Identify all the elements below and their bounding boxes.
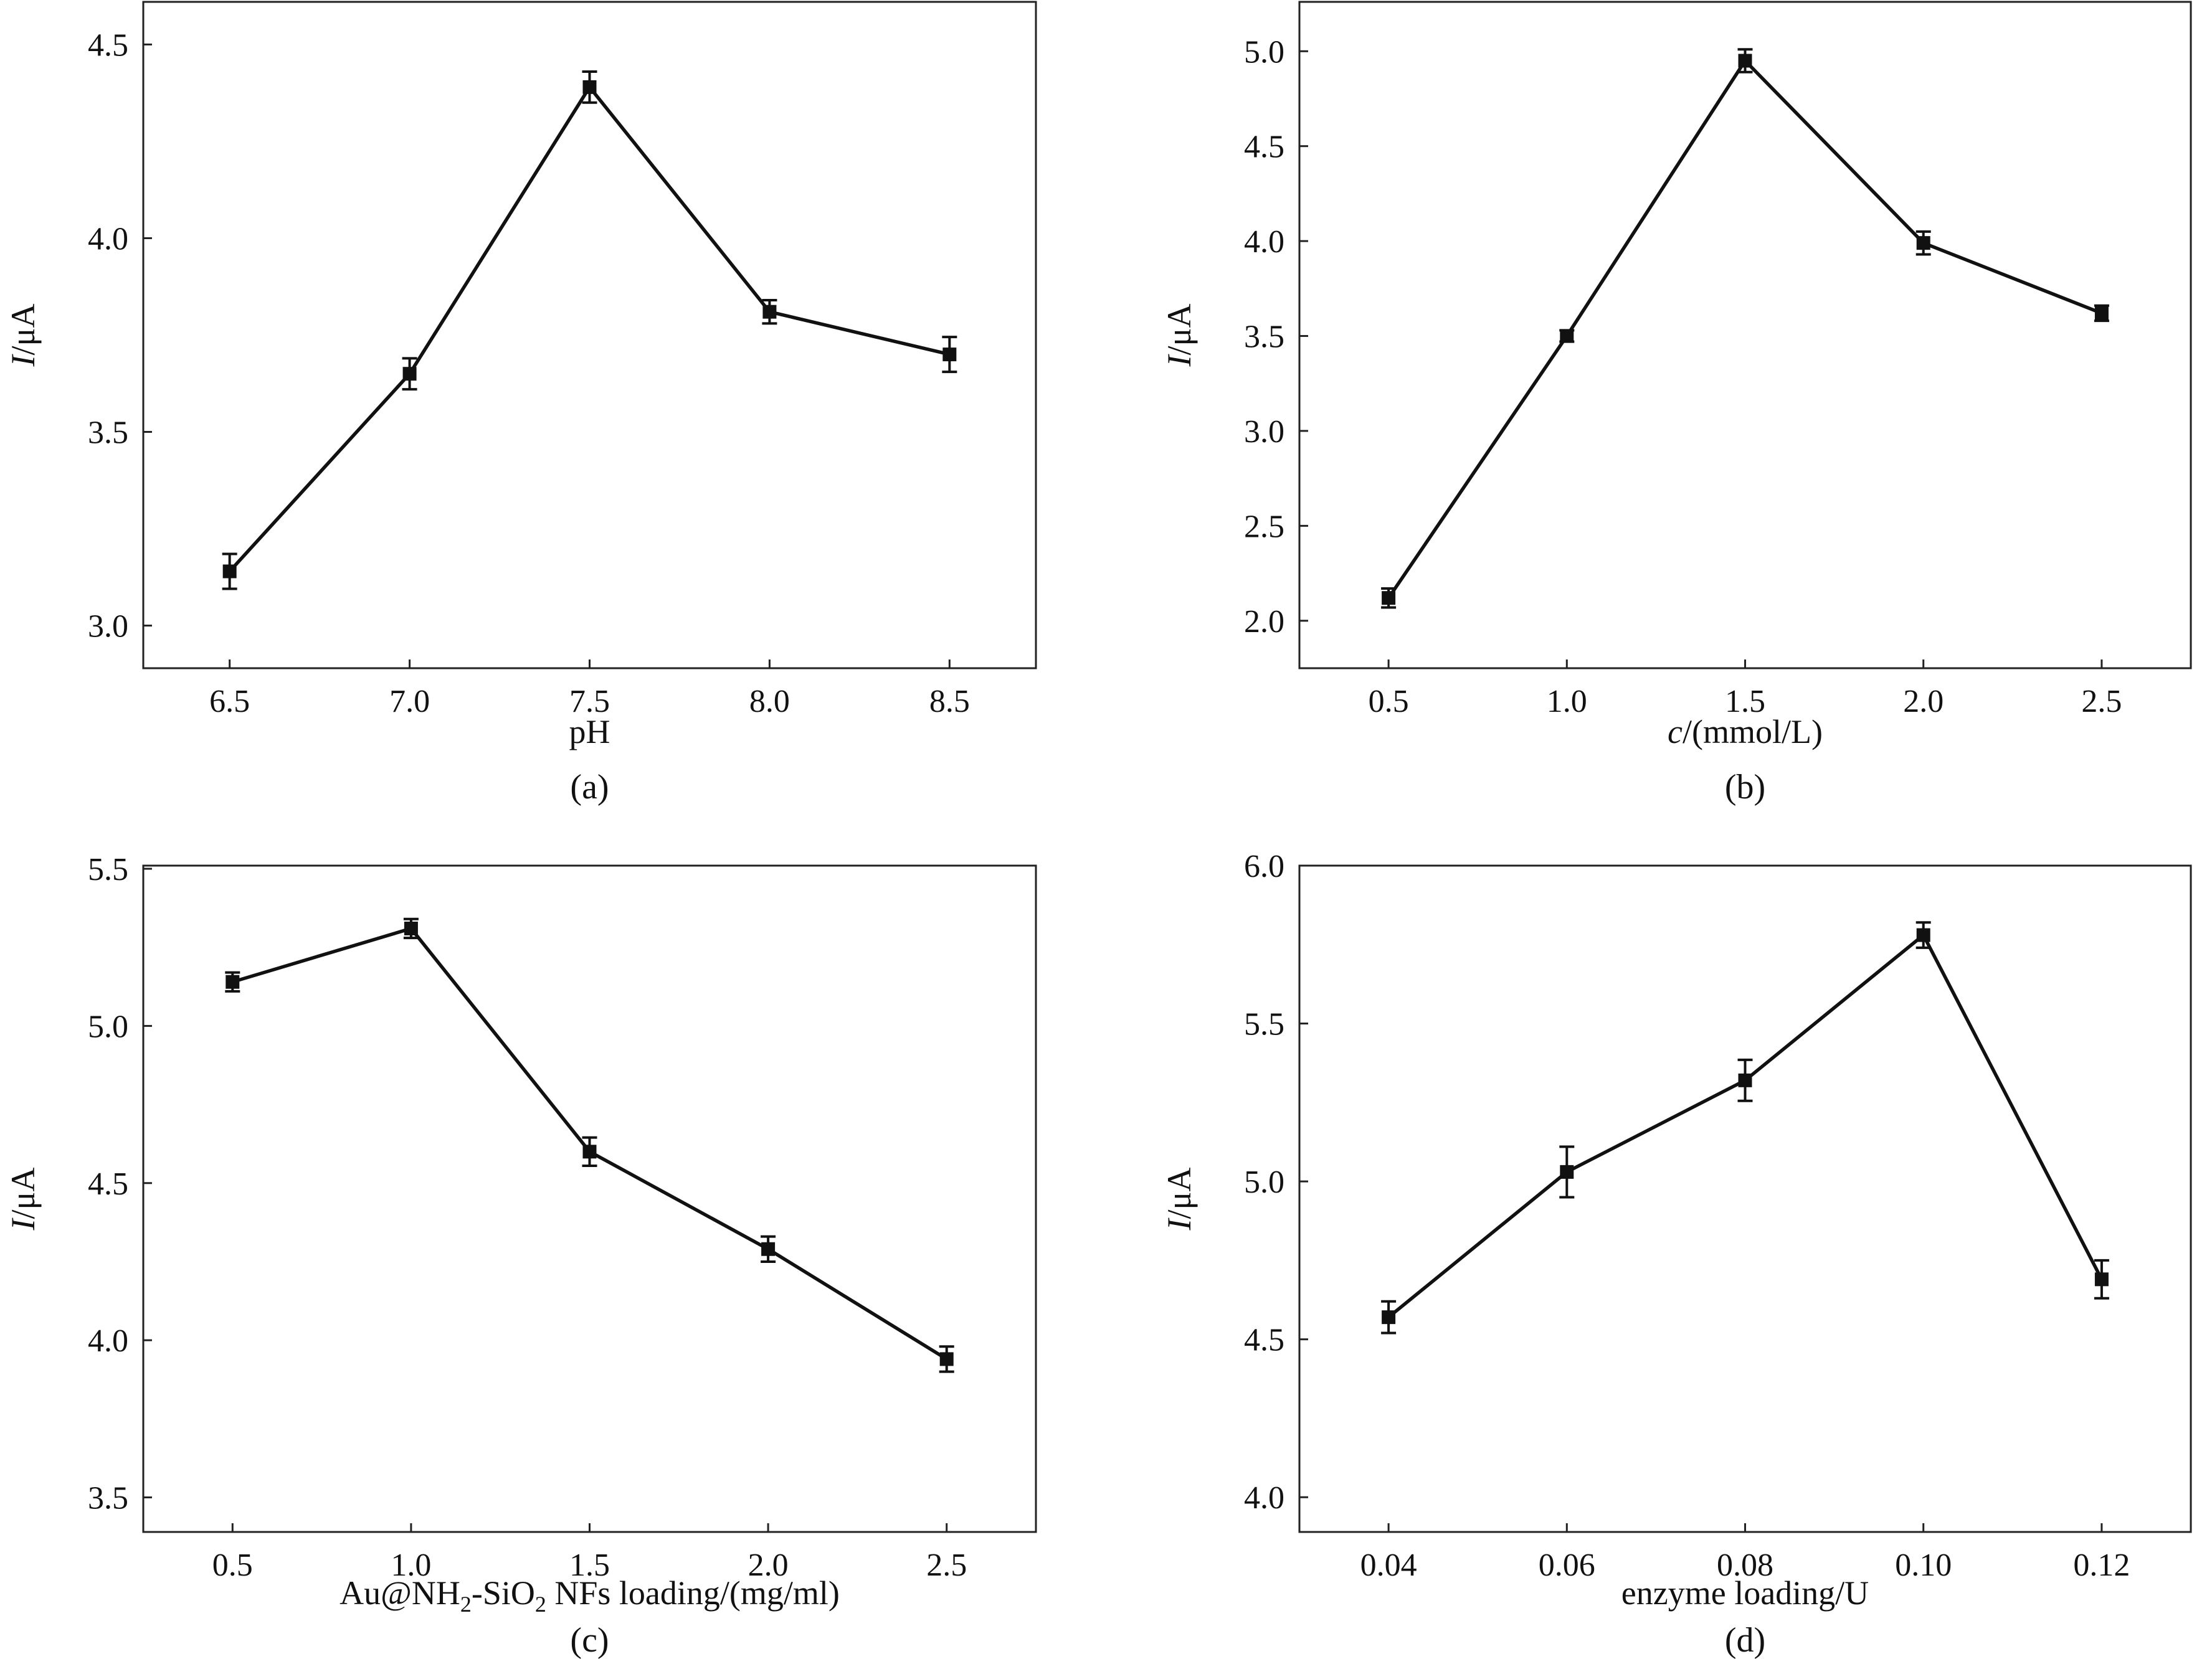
x-axis-label: Au@NH2-SiO2 NFs loading/(mg/ml) (339, 1574, 840, 1617)
y-tick-label: 5.5 (88, 852, 128, 887)
data-point (762, 305, 777, 319)
data-point (761, 1242, 776, 1256)
x-axis-label-symbol: c (1668, 713, 1683, 750)
x-tick-label: 0.5 (212, 1548, 253, 1583)
x-axis-label: c/(mmol/L) (1668, 713, 1823, 750)
x-tick-label: 8.5 (929, 684, 970, 719)
y-tick-label: 3.0 (88, 609, 128, 645)
data-point (1916, 928, 1930, 942)
y-axis-label-symbol: I (1161, 1217, 1198, 1231)
chart-panel-d: 0.04 0.06 0.08 0.10 0.12 4.0 4.5 5.0 5.5 6.0 I/μA e… (1161, 849, 2192, 1659)
y-tick-label: 3.0 (1244, 414, 1284, 450)
x-axis-label-unit: /(mmol/L) (1683, 713, 1823, 750)
x-tick-label: 0.08 (1717, 1548, 1773, 1583)
y-axis-label-symbol: I (1161, 353, 1198, 367)
x-tick-label: 1.0 (1547, 684, 1587, 719)
panel-caption: (b) (1725, 768, 1765, 806)
chart-panel-b: 0.5 1.0 1.5 2.0 2.5 2.0 2.5 3.0 3.5 4.0 4.5 5.0 I/μA… (1161, 1, 2192, 806)
y-tick-label: 5.5 (1244, 1007, 1284, 1042)
plot-frame (1298, 1, 2192, 669)
panel-caption: (d) (1725, 1621, 1765, 1659)
data-point (402, 367, 417, 381)
y-axis-label: I/μA (1161, 304, 1198, 367)
x-tick-label: 1.5 (569, 1548, 610, 1583)
data-point (939, 1352, 954, 1366)
x-tick-label: 0.06 (1539, 1548, 1595, 1583)
x-axis-label: enzyme loading/U (1621, 1574, 1869, 1612)
data-point (582, 1145, 597, 1159)
series-line (1387, 58, 2102, 599)
x-tick-label: 0.04 (1360, 1548, 1417, 1583)
y-axis-label-unit: /μA (4, 1168, 42, 1219)
data-point (2094, 306, 2109, 320)
data-point (1560, 329, 1574, 343)
x-axis-label-part: -SiO (472, 1574, 535, 1612)
y-tick-label: 4.0 (1244, 224, 1284, 260)
x-axis-label-subscript: 2 (460, 1592, 472, 1617)
y-axis-label-symbol: I (4, 353, 42, 367)
x-tick-label: 6.5 (209, 684, 250, 719)
plot-frame (142, 864, 1037, 1533)
y-tick-label: 2.0 (1244, 604, 1284, 640)
data-point (2094, 1272, 2109, 1287)
x-tick-label: 2.5 (926, 1548, 967, 1583)
y-tick-label: 3.5 (88, 415, 128, 451)
x-tick-label: 0.10 (1895, 1548, 1952, 1583)
x-axis-label-part: Au@NH (339, 1574, 460, 1612)
data-point (222, 564, 237, 579)
data-point (404, 921, 418, 935)
y-axis-label: I/μA (4, 304, 42, 367)
y-tick-label: 4.5 (88, 1166, 128, 1202)
y-tick-label: 2.5 (1244, 509, 1284, 544)
y-axis-label-symbol: I (4, 1217, 42, 1231)
series-line (228, 84, 950, 573)
y-tick-label: 4.0 (1244, 1480, 1284, 1516)
y-axis-label-unit: /μA (4, 304, 42, 356)
x-axis-label-part: NFs loading/(mg/ml) (546, 1574, 840, 1612)
x-tick-label: 0.5 (1369, 684, 1409, 719)
data-point (225, 975, 240, 989)
x-tick-label: 0.12 (2073, 1548, 2130, 1583)
x-tick-label: 1.0 (391, 1548, 431, 1583)
x-tick-label: 7.0 (389, 684, 430, 719)
y-tick-label: 4.5 (1244, 130, 1284, 165)
x-axis-label: pH (569, 713, 610, 750)
series-line (1387, 932, 2104, 1319)
x-tick-label: 2.0 (1903, 684, 1944, 719)
plot-frame (1298, 864, 2192, 1533)
y-axis-label-unit: /μA (1161, 1168, 1198, 1219)
data-point (1560, 1165, 1574, 1179)
y-tick-label: 5.0 (88, 1009, 128, 1044)
y-tick-label: 4.0 (88, 221, 128, 257)
y-tick-label: 5.0 (1244, 1165, 1284, 1200)
x-tick-label: 2.0 (748, 1548, 789, 1583)
y-axis-label-unit: /μA (1161, 304, 1198, 356)
chart-panel-c: 0.5 1.0 1.5 2.0 2.53.54.04.55.05.5I/μAAu@NH2… (4, 852, 1037, 1659)
data-point (1382, 1310, 1396, 1325)
data-point (1738, 54, 1752, 68)
x-axis-label-subscript: 2 (535, 1592, 546, 1617)
y-axis-label: I/μA (4, 1168, 42, 1231)
chart-panel-a: 6.5 7.0 7.5 8.0 8.5 3.0 3.5 4.0 4.5 I/μA pH (a) (4, 1, 1037, 806)
y-tick-label: 4.0 (88, 1323, 128, 1359)
data-point (942, 347, 957, 362)
data-point (582, 80, 597, 94)
y-tick-label: 4.5 (88, 27, 128, 63)
y-tick-label: 4.5 (1244, 1323, 1284, 1358)
panel-caption: (c) (570, 1621, 609, 1659)
data-point (1382, 591, 1396, 605)
x-tick-label: 7.5 (569, 684, 610, 719)
x-tick-label: 2.5 (2081, 684, 2122, 719)
data-point (1738, 1073, 1752, 1087)
y-axis-label: I/μA (1161, 1168, 1198, 1231)
data-point (1916, 236, 1930, 250)
x-tick-label: 1.5 (1725, 684, 1765, 719)
panel-caption: (a) (570, 768, 609, 806)
y-tick-label: 3.5 (1244, 319, 1284, 355)
y-tick-label: 3.5 (88, 1480, 128, 1516)
x-tick-label: 8.0 (749, 684, 790, 719)
y-tick-label: 5.0 (1244, 34, 1284, 70)
y-tick-label: 6.0 (1244, 849, 1284, 884)
